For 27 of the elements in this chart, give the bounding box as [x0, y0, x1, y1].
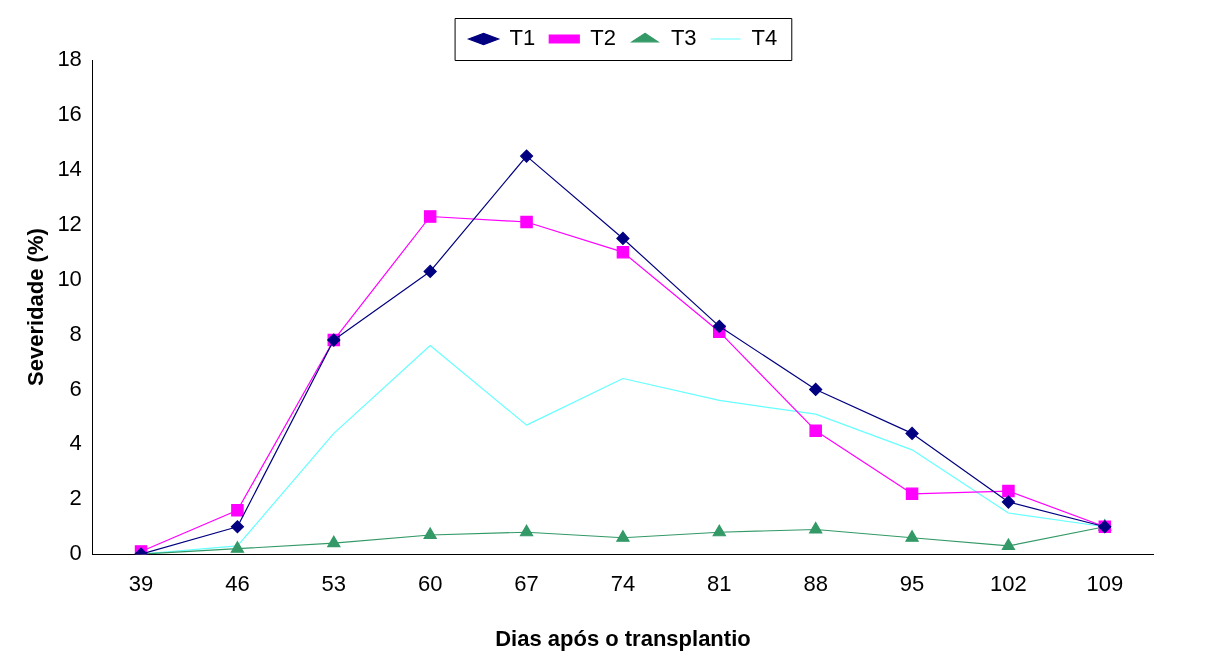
- y-tick-label: 16: [57, 100, 82, 126]
- x-tick-label: 102: [990, 571, 1027, 597]
- x-tick-label: 74: [610, 571, 636, 597]
- x-tick-label: 39: [128, 571, 154, 597]
- x-tick-label: 53: [321, 571, 347, 597]
- y-tick-label: 0: [69, 540, 82, 566]
- legend-label: T1: [509, 25, 536, 51]
- legend-label: T3: [670, 25, 697, 51]
- y-tick-label: 14: [57, 155, 82, 181]
- x-tick-label: 46: [225, 571, 250, 597]
- y-tick-label: 18: [57, 46, 82, 72]
- x-tick-label: 95: [899, 571, 925, 597]
- y-tick-label: 8: [69, 320, 82, 346]
- y-axis-title: Severidade (%): [23, 228, 49, 386]
- x-tick-label: 67: [514, 571, 539, 597]
- y-tick-label: 4: [69, 430, 82, 456]
- legend-label: T2: [590, 25, 616, 51]
- x-tick-label: 88: [803, 571, 828, 597]
- y-tick-label: 2: [69, 485, 82, 511]
- y-tick-label: 12: [57, 210, 82, 236]
- x-tick-label: 109: [1086, 571, 1124, 597]
- y-tick-label: 6: [69, 375, 82, 401]
- x-tick-label: 81: [707, 571, 732, 597]
- legend-label: T4: [751, 25, 778, 51]
- x-tick-label: 60: [417, 571, 443, 597]
- x-axis-title: Dias após o transplantio: [495, 625, 751, 651]
- y-tick-label: 10: [57, 265, 82, 291]
